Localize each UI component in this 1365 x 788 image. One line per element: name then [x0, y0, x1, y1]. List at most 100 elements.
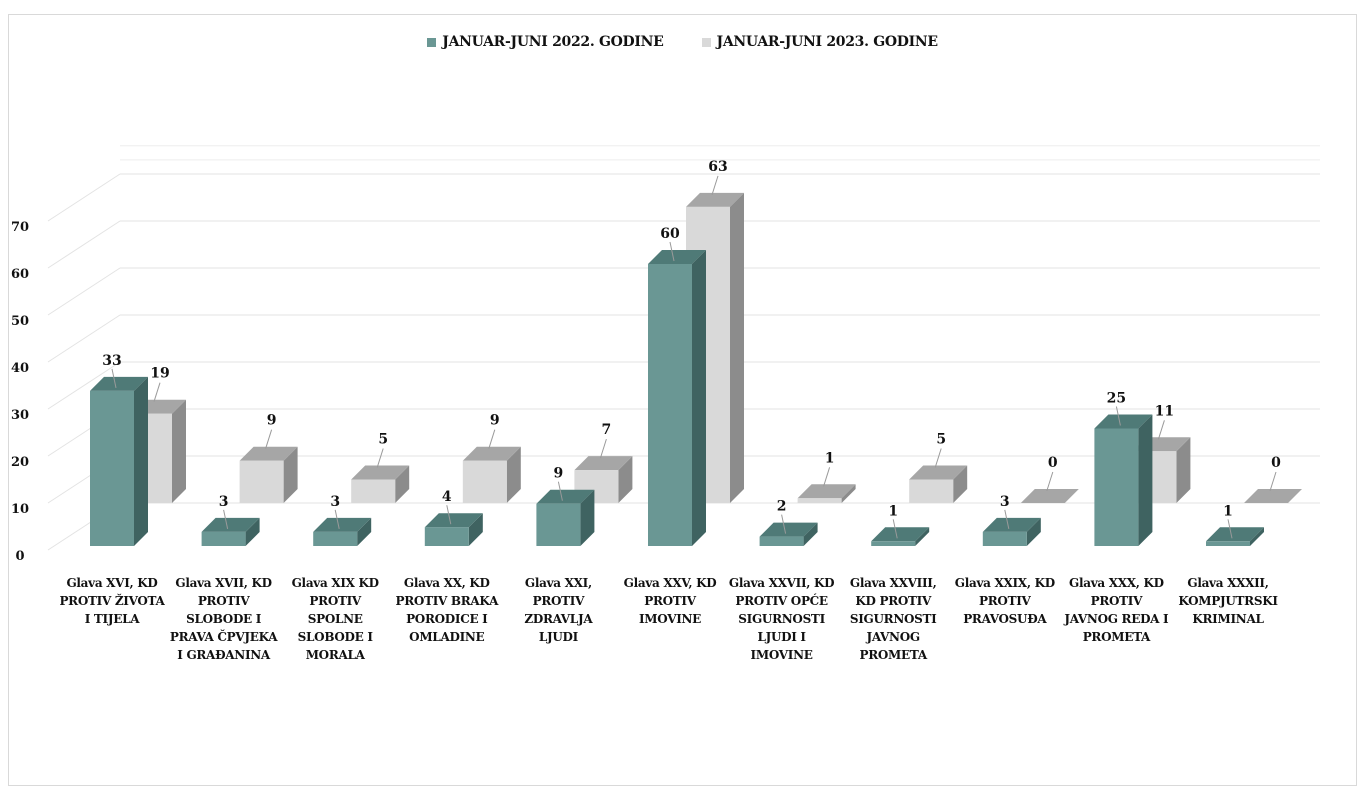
- category-label-7: Glava XXVIII, KD PROTIV SIGURNOSTI JAVNO…: [849, 576, 937, 662]
- bar-2022-6-top: [759, 522, 818, 537]
- data-label-2022-6: 2: [777, 499, 787, 515]
- category-label-1: Glava XVII, KD PROTIV SLOBODE I PRAVA ČP…: [169, 576, 278, 662]
- bar-2022-6: [759, 536, 804, 546]
- data-label-2023-9: 11: [1155, 403, 1174, 419]
- leader-2022-1: [223, 509, 229, 530]
- bar-2022-4: [536, 503, 581, 546]
- y-tick-label-0: 0: [15, 549, 24, 564]
- data-label-2022-8: 3: [1000, 494, 1010, 510]
- data-label-2022-7: 1: [888, 503, 898, 519]
- leader-2022-9: [1115, 406, 1121, 426]
- y-tick-label-20: 20: [11, 455, 29, 470]
- bar-2023-2-side: [395, 465, 410, 503]
- data-label-2022-10: 1: [1223, 503, 1233, 519]
- data-label-2023-2: 5: [378, 432, 388, 448]
- legend-label-2023: JANUAR-JUNI 2023. GODINE: [716, 34, 939, 50]
- bar-2022-5-side: [692, 250, 706, 546]
- bar-2022-9-top: [1094, 414, 1153, 429]
- bar-2022-2-top: [313, 517, 372, 532]
- y-tick-label-40: 40: [11, 361, 29, 376]
- gridline-depth-50: [47, 267, 121, 316]
- gridline-depth-60: [47, 220, 121, 269]
- data-label-2023-0: 19: [150, 366, 169, 382]
- chart-legend: JANUAR-JUNI 2022. GODINE JANUAR-JUNI 202…: [0, 34, 1365, 50]
- leader-2022-2: [334, 509, 340, 530]
- bar-2022-0-top: [90, 376, 148, 391]
- leader-2023-5: [711, 175, 719, 196]
- bar-2022-7-side: [915, 527, 930, 546]
- leader-2022-5: [669, 241, 675, 262]
- leader-2023-6: [823, 467, 831, 487]
- bar-2023-9-side: [1176, 437, 1191, 503]
- bar-2023-3-side: [506, 446, 521, 503]
- bar-2022-3-top: [424, 513, 483, 528]
- leader-2023-0: [153, 382, 161, 402]
- bar-2022-10-top: [1206, 527, 1264, 542]
- gridline-depth-70: [47, 173, 121, 222]
- bar-2023-1-top: [239, 446, 298, 461]
- bar-2023-6-top: [797, 484, 856, 499]
- bar-2023-4-top: [574, 456, 633, 471]
- bar-2023-3-top: [462, 446, 521, 461]
- data-label-2022-1: 3: [219, 494, 229, 510]
- bar-2022-3: [424, 527, 469, 546]
- data-label-2022-4: 9: [554, 466, 564, 482]
- bar-2022-8-top: [982, 517, 1041, 532]
- data-label-2023-1: 9: [267, 413, 277, 429]
- data-label-2023-10: 0: [1271, 455, 1281, 471]
- bar-2023-6: [797, 498, 842, 503]
- category-label-2: Glava XIX KD PROTIV SPOLNE SLOBODE I MOR…: [291, 576, 379, 662]
- bar-2023-7-top: [909, 465, 968, 480]
- y-tick-label-10: 10: [11, 502, 29, 517]
- leader-2022-0: [111, 368, 117, 389]
- bar-2022-1: [201, 531, 246, 546]
- bar-2023-7: [909, 479, 954, 503]
- legend-item-2022[interactable]: JANUAR-JUNI 2022. GODINE: [427, 34, 664, 50]
- leader-2023-8: [1046, 471, 1054, 492]
- bar-2022-5-top: [648, 250, 706, 264]
- bar-2022-4-side: [580, 489, 595, 546]
- category-label-10: Glava XXXII, KOMPJUTRSKI KRIMINAL: [1178, 576, 1278, 626]
- leader-2022-8: [1004, 509, 1010, 530]
- bar-2023-8-top: [1020, 489, 1079, 503]
- bar-2022-9-side: [1138, 414, 1153, 546]
- y-tick-label-50: 50: [11, 314, 29, 329]
- data-label-2022-2: 3: [330, 494, 340, 510]
- bar-2022-0: [90, 390, 134, 546]
- data-label-2023-4: 7: [602, 422, 612, 438]
- bar-2023-2: [351, 479, 396, 503]
- bar-2023-3: [462, 460, 507, 503]
- data-label-2023-7: 5: [936, 432, 946, 448]
- legend-item-2023[interactable]: JANUAR-JUNI 2023. GODINE: [701, 34, 939, 50]
- bar-2023-5-side: [730, 192, 744, 503]
- bar-2023-5-top: [686, 192, 744, 207]
- leader-2022-3: [446, 505, 452, 525]
- bar-2023-2-top: [351, 465, 410, 480]
- bar-2022-3-side: [468, 513, 483, 546]
- bar-2022-1-top: [201, 517, 260, 532]
- legend-swatch-2023: [701, 37, 711, 47]
- bar-2023-1-side: [283, 446, 298, 503]
- data-label-2023-5: 63: [708, 159, 727, 175]
- bar-2022-2: [313, 531, 358, 546]
- y-tick-label-60: 60: [11, 267, 29, 282]
- data-label-2022-0: 33: [102, 353, 121, 369]
- category-label-0: Glava XVI, KD PROTIV ŽIVOTA I TIJELA: [59, 576, 165, 626]
- leader-2023-1: [265, 429, 273, 449]
- leader-2023-3: [488, 429, 496, 449]
- category-label-6: Glava XXVII, KD PROTIV OPĆE SIGURNOSTI L…: [728, 576, 835, 662]
- bar-2023-1: [239, 460, 284, 503]
- gridline-depth-30: [47, 361, 121, 410]
- bar-2022-8-side: [1026, 517, 1041, 546]
- bar-2022-7: [871, 541, 916, 546]
- bar-2022-10-side: [1250, 527, 1264, 546]
- leader-2022-10: [1227, 519, 1233, 539]
- bar-2023-10-top: [1244, 489, 1302, 503]
- leader-2022-4: [557, 481, 563, 501]
- leader-2023-10: [1269, 471, 1277, 492]
- bar-2022-8: [982, 531, 1027, 546]
- leader-2023-2: [376, 448, 384, 468]
- bar-2022-4-top: [536, 489, 595, 504]
- y-tick-label-30: 30: [11, 408, 29, 423]
